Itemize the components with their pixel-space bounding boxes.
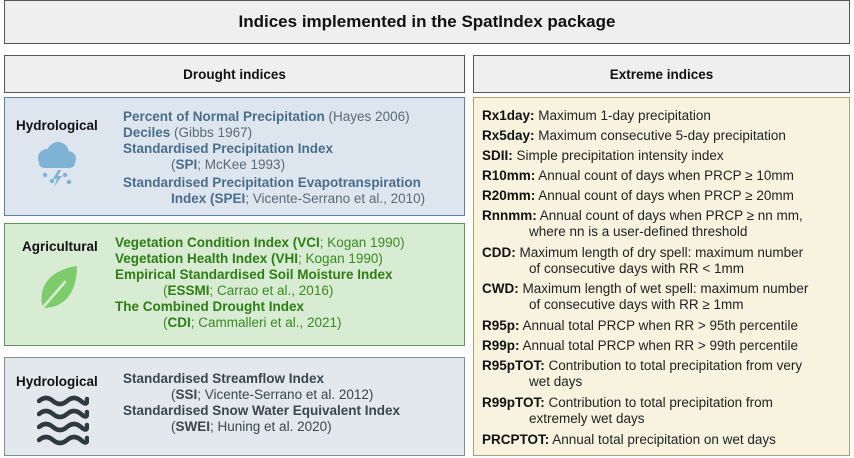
index-cdi-ref: (CDI; Cammalleri et al., 2021) xyxy=(163,315,342,330)
extreme-index-rnnmm: Rnnmm: Annual count of days when PRCP ≥ … xyxy=(482,208,803,223)
extreme-index-r99ptot-cont: extremely wet days xyxy=(529,411,645,426)
waves-icon xyxy=(37,395,89,446)
extreme-index-r99p: R99p: Annual total PRCP when RR > 99th p… xyxy=(482,338,799,353)
extreme-indices-panel: Rx1day: Maximum 1-day precipitation Rx5d… xyxy=(473,97,850,456)
leaf-icon xyxy=(37,266,77,314)
extreme-index-r99ptot: R99pTOT: Contribution to total precipita… xyxy=(482,395,773,410)
index-vci: Vegetation Condition Index (VCI; Kogan 1… xyxy=(115,235,405,250)
extreme-index-r20mm: R20mm: Annual count of days when PRCP ≥ … xyxy=(482,188,794,203)
index-ssi-ref: (SSI; Vicente-Serrano et al. 2012) xyxy=(171,387,374,402)
rain-cloud-icon xyxy=(38,142,76,187)
hydrological-panel-streamflow: Hydrological Standardised Streamflow Ind… xyxy=(4,357,465,456)
index-essmi-ref: (ESSMI; Carrao et al., 2016) xyxy=(163,283,334,298)
category-label: Hydrological xyxy=(16,118,98,133)
index-swei-ref: (SWEI; Huning et al. 2020) xyxy=(171,419,332,434)
category-label: Agricultural xyxy=(22,239,98,254)
extreme-index-rx5day: Rx5day: Maximum consecutive 5-day precip… xyxy=(482,128,786,143)
extreme-index-sdii: SDII: Simple precipitation intensity ind… xyxy=(482,148,724,163)
category-label: Hydrological xyxy=(16,374,98,389)
drought-indices-header: Drought indices xyxy=(4,55,465,93)
index-spei: Standardised Precipitation Evapotranspir… xyxy=(123,175,421,190)
index-spi: Standardised Precipitation Index xyxy=(123,141,334,156)
hydrological-panel-precipitation: Hydrological Percent of Normal Precipita… xyxy=(4,97,465,216)
extreme-index-cdd: CDD: Maximum length of dry spell: maximu… xyxy=(482,245,804,260)
index-cdi: The Combined Drought Index xyxy=(115,299,304,314)
extreme-index-r10mm: R10mm: Annual count of days when PRCP ≥ … xyxy=(482,168,794,183)
index-swei: Standardised Snow Water Equivalent Index xyxy=(123,403,401,418)
index-ssi: Standardised Streamflow Index xyxy=(123,371,325,386)
extreme-index-rnnmm-cont: where nn is a user-defined threshold xyxy=(529,224,748,239)
extreme-index-cwd: CWD: Maximum length of wet spell: maximu… xyxy=(482,281,809,296)
extreme-index-cdd-cont: of consecutive days with RR < 1mm xyxy=(529,261,744,276)
index-vhi: Vegetation Health Index (VHI; Kogan 1990… xyxy=(115,251,383,266)
diagram-title: Indices implemented in the SpatIndex pac… xyxy=(4,0,850,44)
index-spei-ref: Index (SPEI; Vicente-Serrano et al., 201… xyxy=(171,191,426,206)
extreme-index-r95ptot-cont: wet days xyxy=(529,374,583,389)
index-spi-ref: (SPI; McKee 1993) xyxy=(171,157,286,172)
extreme-index-prcptot: PRCPTOT: Annual total precipitation on w… xyxy=(482,432,776,447)
index-deciles: Deciles (Gibbs 1967) xyxy=(123,125,253,140)
extreme-index-cwd-cont: of consecutive days with RR ≥ 1mm xyxy=(529,297,744,312)
extreme-index-r95ptot: R95pTOT: Contribution to total precipita… xyxy=(482,358,803,373)
extreme-indices-header: Extreme indices xyxy=(473,55,850,93)
agricultural-panel: Agricultural Vegetation Condition Index … xyxy=(4,223,465,346)
extreme-index-rx1day: Rx1day: Maximum 1-day precipitation xyxy=(482,108,711,123)
index-pnp: Percent of Normal Precipitation (Hayes 2… xyxy=(123,109,410,124)
extreme-index-r95p: R95p: Annual total PRCP when RR > 95th p… xyxy=(482,318,799,333)
index-essmi: Empirical Standardised Soil Moisture Ind… xyxy=(115,267,393,282)
